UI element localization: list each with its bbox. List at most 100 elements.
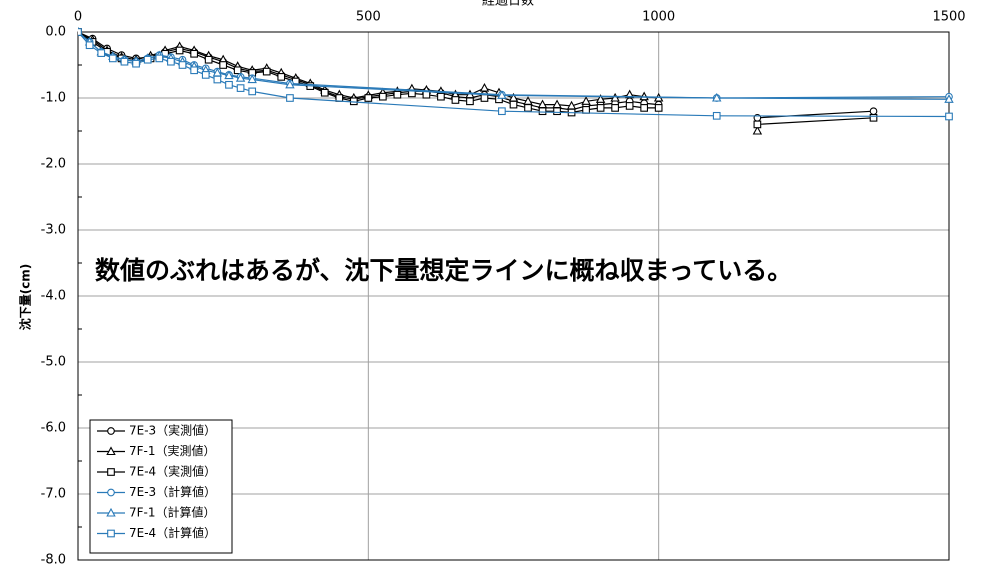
legend-marker: [107, 529, 115, 538]
marker: [944, 94, 954, 103]
marker: [753, 120, 762, 129]
legend-label: 7E-3（計算値）: [129, 484, 216, 499]
marker: [78, 28, 82, 36]
y-tick-label: -6.0: [41, 421, 66, 436]
legend-label: 7E-4（実測値）: [129, 464, 216, 479]
legend-label: 7F-1（計算値）: [129, 505, 216, 520]
marker: [611, 104, 619, 112]
marker: [175, 46, 184, 55]
marker: [422, 90, 431, 99]
marker: [320, 88, 329, 97]
marker: [639, 91, 649, 101]
marker: [262, 67, 271, 76]
marker: [869, 107, 878, 116]
marker: [224, 70, 234, 80]
marker: [277, 73, 286, 81]
legend-marker: [106, 446, 116, 456]
x-tick-label: 1000: [642, 10, 675, 25]
marker: [479, 82, 490, 92]
marker: [364, 94, 373, 102]
y-tick-label: 0.0: [45, 25, 66, 40]
marker: [235, 73, 246, 82]
marker: [378, 92, 387, 101]
marker: [167, 57, 175, 66]
marker: [335, 94, 344, 102]
y-tick-label: -7.0: [41, 487, 66, 502]
marker: [596, 104, 605, 112]
legend-marker: [107, 488, 115, 497]
marker: [155, 54, 164, 63]
marker: [654, 104, 663, 112]
marker: [480, 94, 489, 102]
marker: [640, 104, 648, 112]
legend-label: 7E-3（実測値）: [129, 423, 216, 438]
marker: [582, 106, 590, 114]
legend-marker: [107, 468, 115, 476]
y-tick-label: -3.0: [41, 223, 66, 238]
series-line: [78, 31, 950, 99]
marker: [437, 92, 445, 101]
marker: [497, 90, 507, 99]
marker: [498, 107, 506, 116]
marker: [712, 111, 721, 120]
marker: [286, 94, 294, 102]
series-line: [78, 31, 950, 100]
legend-marker: [107, 427, 115, 435]
marker: [233, 66, 242, 75]
marker: [85, 41, 94, 50]
marker: [752, 125, 763, 135]
marker: [248, 87, 257, 96]
marker: [201, 71, 210, 79]
y-tick-label: -2.0: [41, 157, 66, 172]
marker: [132, 59, 140, 68]
marker: [247, 74, 257, 84]
marker: [595, 94, 606, 103]
marker: [120, 57, 129, 66]
marker: [869, 113, 878, 122]
marker: [108, 54, 117, 63]
marker: [509, 100, 518, 109]
marker: [204, 55, 213, 64]
marker: [712, 92, 722, 102]
plot: [78, 26, 954, 135]
marker: [393, 90, 402, 99]
marker: [225, 80, 233, 89]
marker: [610, 92, 620, 102]
marker: [213, 75, 222, 84]
y-tick-label: -1.0: [41, 91, 66, 106]
x-axis-title: 経過日数: [482, 0, 534, 9]
marker: [538, 107, 547, 116]
marker: [285, 79, 295, 89]
marker: [97, 49, 106, 57]
series-line: [78, 31, 874, 125]
legend-label: 7E-4（計算値）: [129, 525, 216, 540]
x-tick-label: 1500: [932, 10, 965, 25]
marker: [190, 66, 198, 75]
x-tick-label: 500: [356, 10, 381, 25]
marker: [451, 96, 460, 104]
y-tick-label: -8.0: [41, 553, 66, 564]
series-line: [78, 31, 874, 119]
legend-label: 7F-1（実測値）: [129, 443, 216, 458]
marker: [524, 104, 532, 112]
marker: [581, 96, 591, 105]
marker: [625, 102, 634, 110]
y-tick-label: -5.0: [41, 355, 66, 370]
marker: [190, 49, 198, 58]
marker: [143, 55, 152, 64]
marker: [236, 84, 245, 92]
x-tick-label: 0: [74, 10, 82, 25]
marker: [178, 61, 187, 69]
marker: [553, 107, 561, 116]
marker: [624, 89, 635, 99]
plot-frame: [77, 31, 950, 561]
annotation: 数値のぶれはあるが、沈下量想定ラインに概ね収まっている。: [95, 256, 792, 285]
y-tick-label: -4.0: [41, 289, 66, 304]
marker: [945, 112, 953, 121]
marker: [466, 97, 474, 106]
marker: [219, 61, 228, 69]
y-axis-title: 沈下量(cm): [18, 264, 33, 331]
legend-marker: [106, 507, 116, 517]
